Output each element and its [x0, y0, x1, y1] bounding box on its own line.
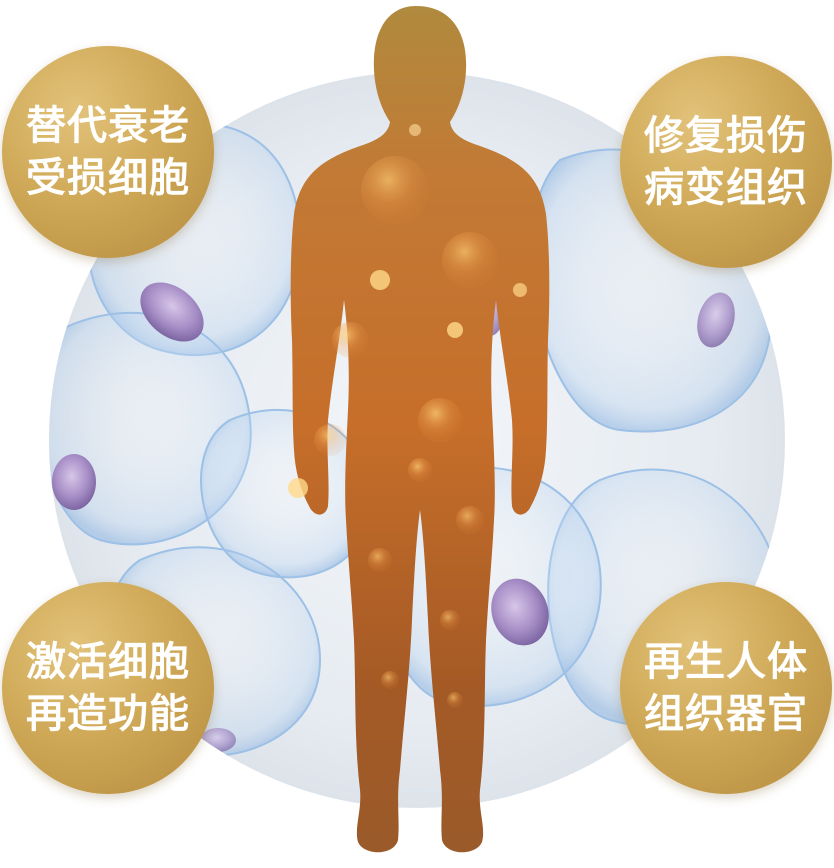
- badge-line-2: 组织器官: [644, 691, 808, 737]
- badge-repair-damaged-tissue: 修复损伤 病变组织: [620, 56, 832, 268]
- badge-line-2: 再造功能: [26, 691, 190, 737]
- badge-line-1: 替代衰老: [26, 103, 190, 149]
- badge-line-2: 受损细胞: [26, 155, 190, 201]
- badge-replace-aging-cells: 替代衰老 受损细胞: [2, 46, 214, 258]
- badge-regenerate-organs: 再生人体 组织器官: [620, 582, 832, 794]
- badge-line-2: 病变组织: [644, 165, 808, 211]
- badge-line-1: 再生人体: [644, 639, 808, 685]
- human-silhouette: [288, 6, 550, 853]
- badge-line-1: 修复损伤: [644, 113, 808, 159]
- badge-activate-cells: 激活细胞 再造功能: [2, 582, 214, 794]
- badge-line-1: 激活细胞: [26, 639, 190, 685]
